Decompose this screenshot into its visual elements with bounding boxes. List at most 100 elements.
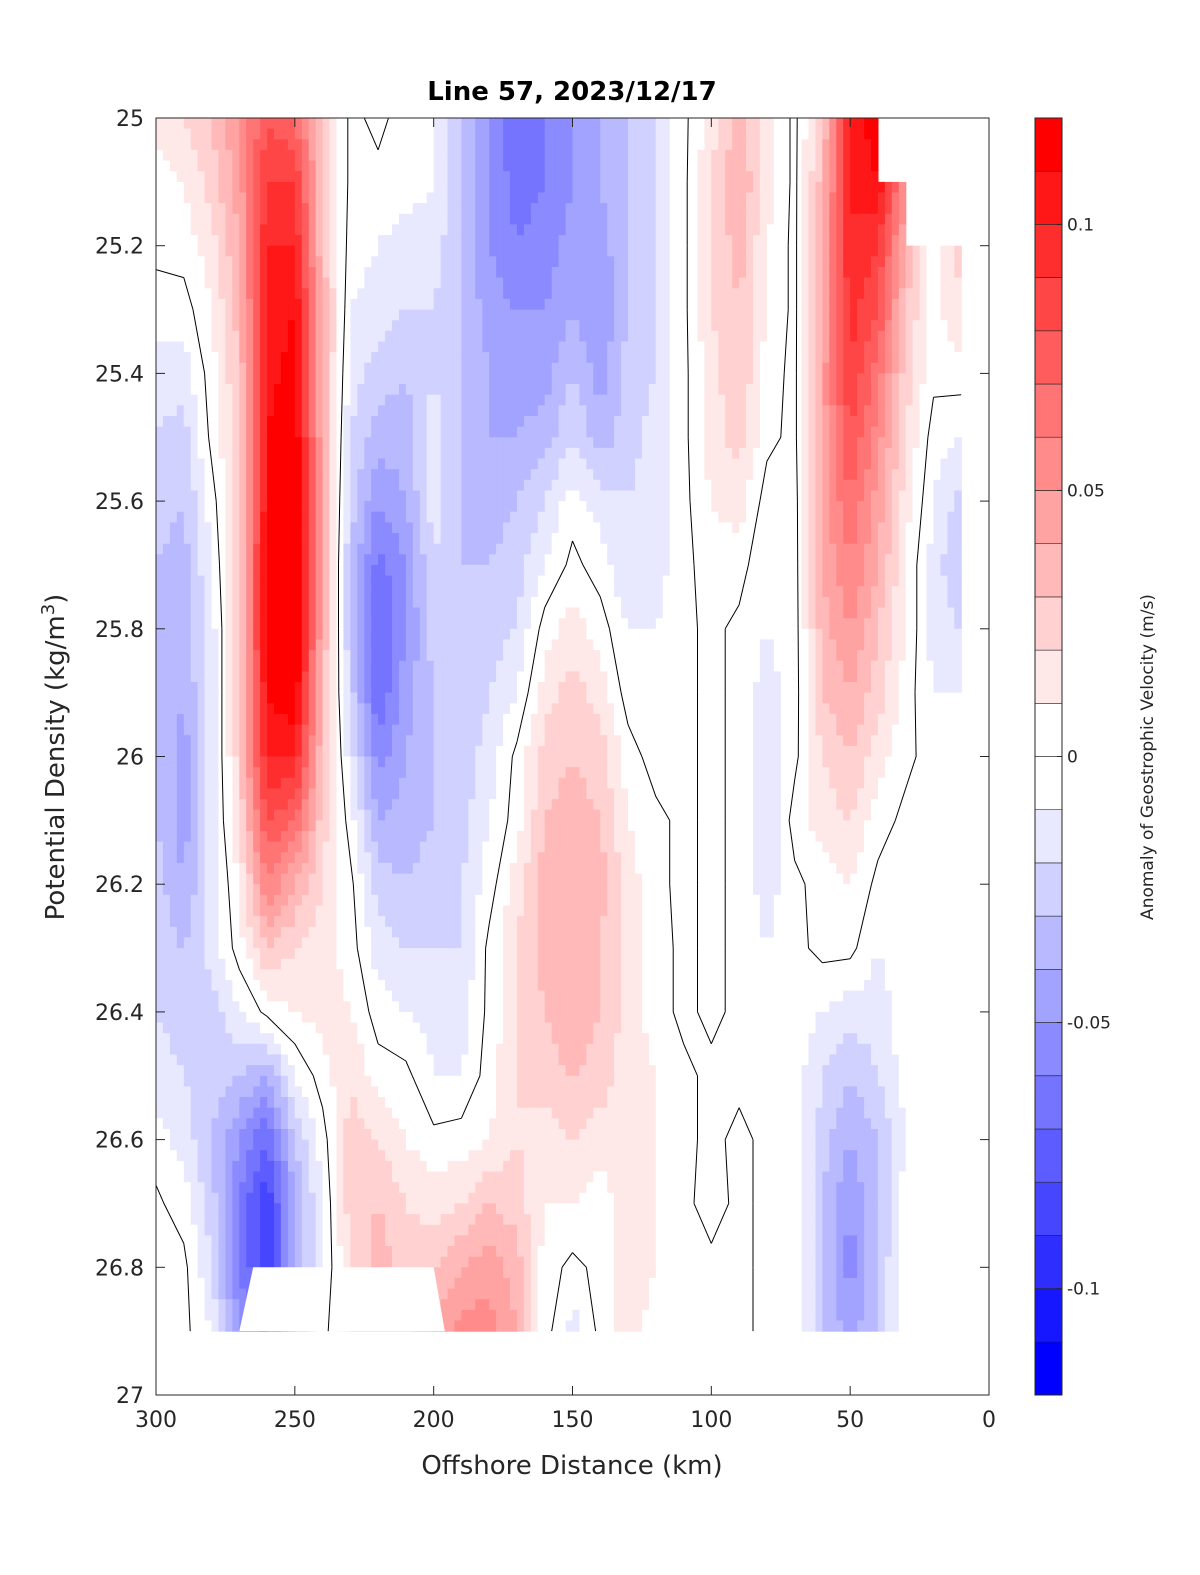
heatmap-cell	[815, 384, 823, 396]
heatmap-cell	[739, 543, 747, 555]
heatmap-cell	[871, 309, 879, 321]
heatmap-cell	[815, 511, 823, 523]
heatmap-cell	[801, 245, 810, 257]
heatmap-cell	[725, 128, 733, 140]
heatmap-cell	[322, 362, 331, 374]
heatmap-cell	[399, 181, 407, 194]
heatmap-cell	[350, 203, 358, 215]
heatmap-cell	[426, 522, 435, 534]
heatmap-cell	[461, 341, 469, 353]
heatmap-cell	[787, 118, 796, 130]
heatmap-cell	[697, 362, 705, 374]
heatmap-cell	[405, 139, 414, 151]
heatmap-cell	[676, 341, 685, 353]
heatmap-cell	[246, 426, 254, 438]
heatmap-cell	[655, 192, 664, 204]
heatmap-cell	[704, 479, 712, 491]
heatmap-cell	[905, 277, 914, 289]
heatmap-cell	[836, 458, 844, 470]
heatmap-cell	[815, 362, 823, 374]
heatmap-cell	[294, 362, 303, 374]
heatmap-cell	[523, 256, 532, 268]
heatmap-cell	[169, 245, 178, 257]
heatmap-cell	[426, 458, 435, 470]
heatmap-cell	[378, 341, 386, 353]
heatmap-cell	[690, 426, 698, 438]
heatmap-cell	[787, 309, 796, 321]
heatmap-cell	[905, 405, 914, 417]
heatmap-cell	[426, 490, 435, 502]
heatmap-cell	[385, 171, 393, 183]
heatmap-cell	[732, 128, 740, 140]
heatmap-cell	[294, 181, 303, 194]
heatmap-cell	[586, 203, 594, 215]
heatmap-cell	[759, 405, 768, 417]
heatmap-cell	[725, 245, 733, 257]
heatmap-cell	[350, 394, 358, 406]
heatmap-cell	[947, 511, 955, 523]
heatmap-cell	[253, 490, 261, 502]
heatmap-cell	[440, 511, 449, 523]
heatmap-cell	[572, 256, 580, 268]
heatmap-cell	[197, 586, 206, 598]
heatmap-cell	[628, 522, 636, 534]
heatmap-cell	[621, 139, 629, 151]
heatmap-cell	[523, 458, 532, 470]
heatmap-cell	[739, 384, 747, 396]
heatmap-cell	[669, 426, 678, 438]
heatmap-cell	[683, 437, 692, 449]
heatmap-cell	[301, 203, 310, 215]
heatmap-cell	[176, 203, 185, 215]
heatmap-cell	[600, 139, 608, 151]
heatmap-cell	[190, 586, 199, 598]
heatmap-cell	[940, 490, 948, 502]
heatmap-cell	[364, 575, 372, 587]
heatmap-cell	[322, 479, 331, 491]
heatmap-cell	[197, 511, 206, 523]
heatmap-cell	[246, 298, 254, 311]
heatmap-cell	[301, 213, 310, 225]
heatmap-cell	[461, 373, 469, 385]
heatmap-cell	[766, 533, 775, 545]
heatmap-cell	[864, 330, 872, 342]
heatmap-cell	[739, 139, 747, 151]
heatmap-cell	[308, 416, 317, 428]
heatmap-cell	[364, 618, 372, 630]
heatmap-cell	[697, 554, 705, 566]
heatmap-cell	[711, 330, 719, 342]
heatmap-cell	[614, 554, 622, 566]
heatmap-cell	[267, 416, 275, 428]
heatmap-cell	[801, 320, 810, 332]
heatmap-cell	[579, 149, 587, 162]
heatmap-cell	[579, 171, 587, 183]
heatmap-cell	[891, 213, 900, 225]
heatmap-cell	[787, 224, 796, 236]
heatmap-cell	[232, 309, 240, 321]
heatmap-cell	[697, 416, 705, 428]
heatmap-cell	[239, 384, 247, 396]
heatmap-cell	[919, 288, 928, 300]
heatmap-cell	[204, 458, 213, 470]
heatmap-cell	[357, 128, 365, 140]
heatmap-cell	[378, 469, 386, 481]
heatmap-cell	[433, 362, 442, 374]
heatmap-cell	[204, 437, 213, 449]
heatmap-cell	[565, 277, 574, 289]
heatmap-cell	[190, 437, 199, 449]
heatmap-cell	[308, 479, 317, 491]
heatmap-cell	[815, 405, 823, 417]
heatmap-cell	[239, 320, 247, 332]
heatmap-cell	[267, 352, 275, 364]
heatmap-cell	[260, 469, 268, 481]
heatmap-cell	[274, 586, 282, 598]
heatmap-cell	[308, 309, 317, 321]
heatmap-cell	[718, 309, 726, 321]
heatmap-cell	[399, 309, 407, 321]
heatmap-cell	[364, 490, 372, 502]
heatmap-cell	[274, 618, 282, 630]
heatmap-cell	[169, 501, 178, 513]
heatmap-cell	[280, 458, 289, 470]
heatmap-cell	[510, 149, 518, 162]
heatmap-cell	[218, 405, 226, 417]
heatmap-cell	[905, 330, 914, 342]
